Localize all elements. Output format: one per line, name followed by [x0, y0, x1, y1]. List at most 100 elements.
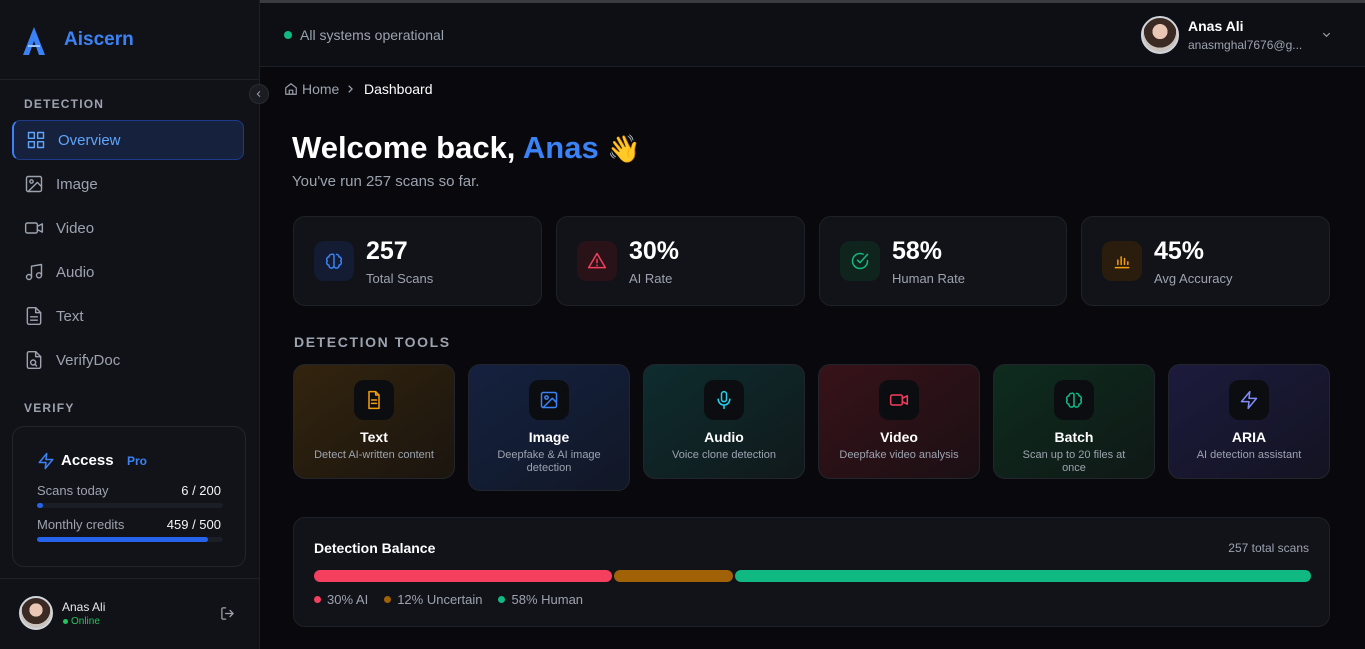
icon-part [720, 390, 728, 403]
icon-box [354, 380, 394, 420]
stat-label: AI Rate [629, 271, 673, 286]
nav-item[interactable]: Image [12, 164, 244, 204]
nav-item[interactable]: Overview [12, 120, 244, 160]
icon [587, 252, 607, 269]
stat-value: 58% [892, 237, 943, 265]
meter-fill [37, 503, 43, 508]
legend: 30% AI 12% Uncertain 58% Human [314, 592, 583, 607]
icon-part [27, 131, 36, 140]
logo [23, 27, 45, 55]
icon-part [348, 85, 353, 93]
nav-item[interactable]: Audio [12, 252, 244, 292]
icon-box [840, 241, 880, 281]
icon-part [27, 140, 36, 149]
icon [889, 394, 909, 406]
stat-label: Human Rate [892, 271, 965, 286]
icon-part [34, 350, 42, 358]
tool-card[interactable]: Text Detect AI-written content [293, 364, 455, 479]
icon-part [544, 395, 549, 400]
separator [348, 85, 353, 93]
tool-description: Deepfake video analysis [839, 449, 959, 461]
icon-part [1322, 32, 1331, 38]
nav-item[interactable]: VerifyDoc [12, 340, 244, 380]
nav-item[interactable]: Video [12, 208, 244, 248]
tool-card[interactable]: ARIA AI detection assistant [1168, 364, 1330, 479]
icon-part [36, 140, 45, 149]
tool-description: Voice clone detection [672, 449, 776, 461]
icon-part [25, 175, 43, 193]
system-status: All systems operational [300, 27, 444, 43]
icon-part [30, 263, 43, 278]
meter-track [37, 503, 223, 508]
meter-track [37, 537, 223, 542]
tool-name: Batch [1054, 429, 1094, 445]
balance-total: 257 total scans [1228, 541, 1309, 555]
welcome-name: Anas [522, 130, 599, 165]
legend-item: 12% Uncertain [384, 592, 482, 607]
chevron [1322, 32, 1331, 38]
section-title: DETECTION TOOLS [294, 334, 451, 350]
breadcrumb-link[interactable]: Home [302, 81, 340, 97]
tool-card[interactable]: Audio Voice clone detection [643, 364, 805, 479]
legend-dot [384, 596, 392, 603]
icon-part [288, 89, 294, 95]
status-dot [284, 31, 292, 39]
section-title: VERIFY [24, 401, 75, 415]
icon-part [285, 83, 297, 95]
icon-part [35, 272, 43, 279]
icon-part [901, 395, 909, 405]
divider [0, 79, 260, 80]
icon [256, 90, 261, 98]
icon [851, 252, 869, 270]
balance-segment [735, 570, 1311, 582]
avatar [1141, 16, 1179, 54]
divider [0, 578, 260, 579]
nav-label: Overview [58, 131, 121, 149]
tool-name: Video [880, 429, 918, 445]
avatar [19, 596, 53, 630]
legend-dot [314, 596, 321, 603]
sidebar: Aiscern DETECTION Overview Image Video A… [0, 0, 260, 649]
user-menu[interactable]: Anas Ali anasmghal7676@g... [1141, 15, 1346, 55]
nav-label: Video [56, 219, 95, 237]
stat-value: 45% [1154, 237, 1205, 265]
tool-description: Detect AI-written content [314, 449, 434, 461]
icon [1114, 256, 1130, 269]
icon-part [27, 181, 43, 193]
icon-box [704, 380, 744, 420]
tool-description: Deepfake & AI image detection [497, 449, 601, 474]
tool-description: AI detection assistant [1196, 449, 1302, 461]
legend-item: 58% Human [498, 592, 583, 607]
nav-item[interactable]: Text [12, 296, 244, 336]
icon-part [25, 273, 33, 281]
icon [26, 306, 42, 326]
tool-card[interactable]: Image Deepfake & AI image detection [468, 364, 630, 491]
collapse-button[interactable] [249, 84, 269, 104]
stat-label: Avg Accuracy [1154, 271, 1233, 286]
topbar: All systems operational Anas Ali anasmgh… [260, 3, 1365, 67]
logout-button[interactable] [220, 606, 235, 621]
welcome-heading: Welcome back, Anas 👋 [292, 130, 641, 166]
tool-card[interactable]: Batch Scan up to 20 files at once [993, 364, 1155, 479]
home-icon [285, 83, 297, 95]
icon-box [529, 380, 569, 420]
tool-card[interactable]: Video Deepfake video analysis [818, 364, 980, 479]
legend-item: 30% AI [314, 592, 368, 607]
icon-part [36, 131, 45, 140]
icon-part [221, 607, 235, 620]
nav-label: Audio [56, 263, 95, 281]
icon-part [1065, 392, 1083, 408]
user-status: Online [71, 616, 100, 627]
stat-card: 30% AI Rate [556, 216, 805, 306]
icon-box [879, 380, 919, 420]
icon-part [34, 363, 38, 367]
icon [27, 131, 45, 149]
icon-part [587, 252, 607, 269]
stat-card: 257 Total Scans [293, 216, 542, 306]
icon [26, 350, 42, 370]
welcome-subtitle: You've run 257 scans so far. [292, 173, 480, 190]
user-email: anasmghal7676@g... [1188, 38, 1303, 52]
legend-label: 30% AI [327, 592, 369, 607]
stat-value: 30% [629, 237, 680, 265]
